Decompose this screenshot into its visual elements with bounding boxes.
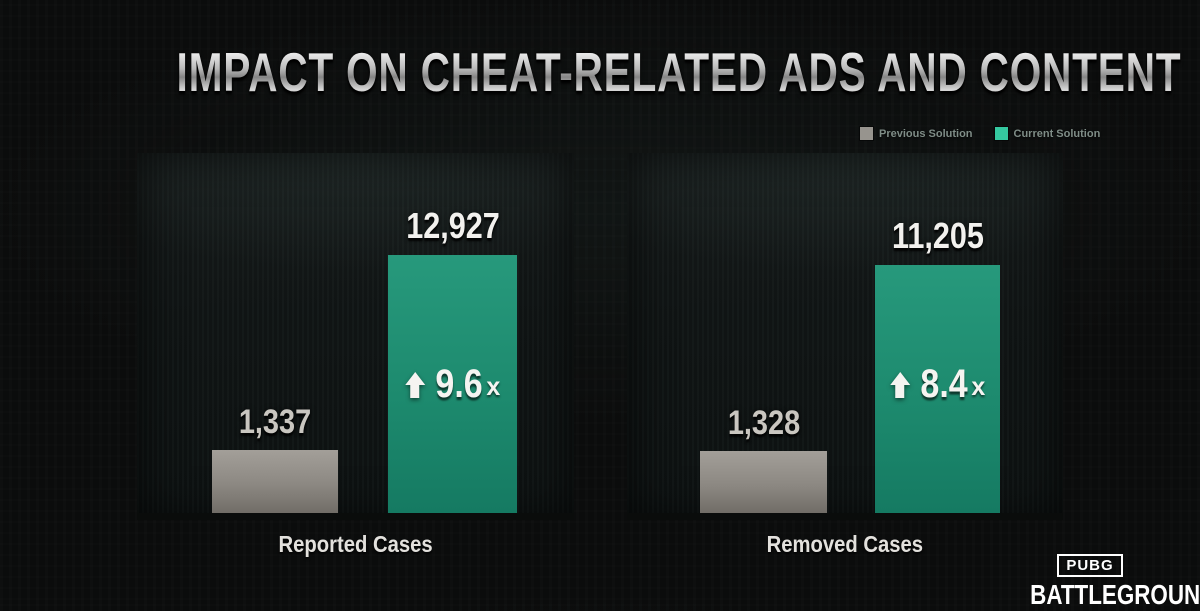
bar-value-label: 12,927 — [405, 205, 500, 246]
category-label-removed-cases: Removed Cases — [766, 531, 924, 557]
x-axis-line — [627, 513, 1063, 520]
multiplier-badge: 9.6 x — [404, 362, 501, 407]
page-title-row: IMPACT ON CHEAT-RELATED ADS AND CONTENT — [0, 40, 1200, 104]
up-arrow-icon — [404, 371, 425, 398]
bar-reported-previous-solution: 1,337 — [212, 403, 338, 513]
multiplier-badge: 8.4 x — [889, 362, 986, 407]
bar-value-label: 1,328 — [727, 404, 800, 442]
legend-item-previous: Previous Solution — [860, 127, 973, 140]
battlegrounds-wordmark: BATTLEGROUNDS — [1030, 579, 1200, 610]
category-label-reported-cases: Reported Cases — [278, 531, 433, 557]
x-axis-line — [137, 513, 574, 520]
current-solution-swatch-icon — [994, 127, 1008, 140]
multiplier-unit: x — [971, 373, 986, 401]
legend-item-current: Current Solution — [994, 127, 1101, 140]
bar-value-label: 11,205 — [891, 215, 984, 256]
multiplier-unit: x — [486, 373, 501, 401]
pubg-battlegrounds-logo: PUBG BATTLEGROUNDS — [1005, 554, 1200, 611]
multiplier-value: 9.6 — [434, 362, 483, 406]
chart-legend: Previous Solution Current Solution — [860, 127, 1100, 140]
bar-removed-previous-solution: 1,328 — [700, 404, 827, 513]
pubg-logo-box: PUBG — [1057, 554, 1123, 577]
bar-reported-current-solution: 12,927 9.6 x — [388, 205, 517, 513]
chart-panel-reported-cases: 1,337 12,927 9.6 x — [137, 153, 574, 520]
legend-label: Previous Solution — [879, 127, 973, 140]
bar-value-label: 1,337 — [238, 403, 312, 441]
bar-removed-current-solution: 11,205 8.4 x — [875, 215, 1000, 513]
legend-label: Current Solution — [1013, 127, 1101, 140]
chart-panel-removed-cases: 1,328 11,205 8.4 x — [627, 153, 1063, 520]
up-arrow-icon — [889, 371, 910, 398]
multiplier-value: 8.4 — [919, 362, 968, 406]
page-title: IMPACT ON CHEAT-RELATED ADS AND CONTENT — [176, 41, 1182, 103]
previous-solution-swatch-icon — [860, 127, 873, 140]
